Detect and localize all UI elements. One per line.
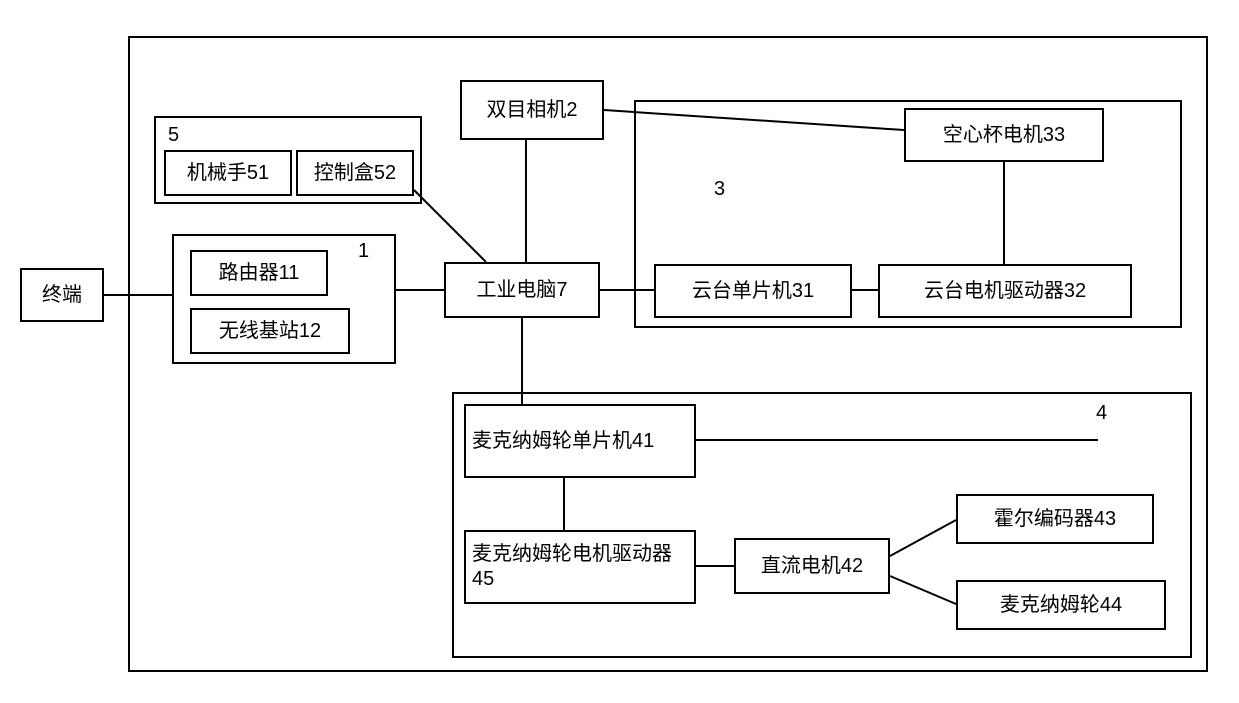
label: 霍尔编码器43 (994, 507, 1116, 532)
group-3-label: 3 (714, 178, 725, 201)
label: 云台电机驱动器32 (924, 279, 1086, 304)
label: 麦克纳姆轮44 (1000, 593, 1122, 618)
label: 控制盒52 (314, 161, 396, 186)
group-4-label: 4 (1096, 402, 1107, 425)
node-mecanum-mcu: 麦克纳姆轮单片机41 (464, 404, 696, 478)
node-dc-motor: 直流电机42 (734, 538, 890, 594)
group-1-label: 1 (358, 240, 369, 263)
label: 麦克纳姆轮单片机41 (472, 429, 654, 454)
node-gimbal-mcu: 云台单片机31 (654, 264, 852, 318)
node-terminal: 终端 (20, 268, 104, 322)
node-coreless-motor: 空心杯电机33 (904, 108, 1104, 162)
label: 无线基站12 (219, 319, 321, 344)
node-binocular-camera: 双目相机2 (460, 80, 604, 140)
label: 工业电脑7 (476, 278, 567, 303)
node-base-station: 无线基站12 (190, 308, 350, 354)
node-mecanum-wheel: 麦克纳姆轮44 (956, 580, 1166, 630)
group-5-label: 5 (168, 124, 179, 147)
label: 机械手51 (187, 161, 269, 186)
label: 终端 (42, 283, 82, 308)
label: 空心杯电机33 (943, 123, 1065, 148)
node-control-box: 控制盒52 (296, 150, 414, 196)
node-manipulator: 机械手51 (164, 150, 292, 196)
node-gimbal-driver: 云台电机驱动器32 (878, 264, 1132, 318)
label: 云台单片机31 (692, 279, 814, 304)
label: 双目相机2 (486, 98, 577, 123)
node-hall-encoder: 霍尔编码器43 (956, 494, 1154, 544)
label: 直流电机42 (761, 554, 863, 579)
node-industrial-pc: 工业电脑7 (444, 262, 600, 318)
label: 路由器11 (219, 261, 300, 286)
node-mecanum-driver: 麦克纳姆轮电机驱动器45 (464, 530, 696, 604)
diagram-canvas: 终端 5 机械手51 控制盒52 1 路由器11 无线基站12 双目相机2 工业… (0, 0, 1239, 703)
label: 麦克纳姆轮电机驱动器45 (472, 542, 688, 592)
node-router: 路由器11 (190, 250, 328, 296)
